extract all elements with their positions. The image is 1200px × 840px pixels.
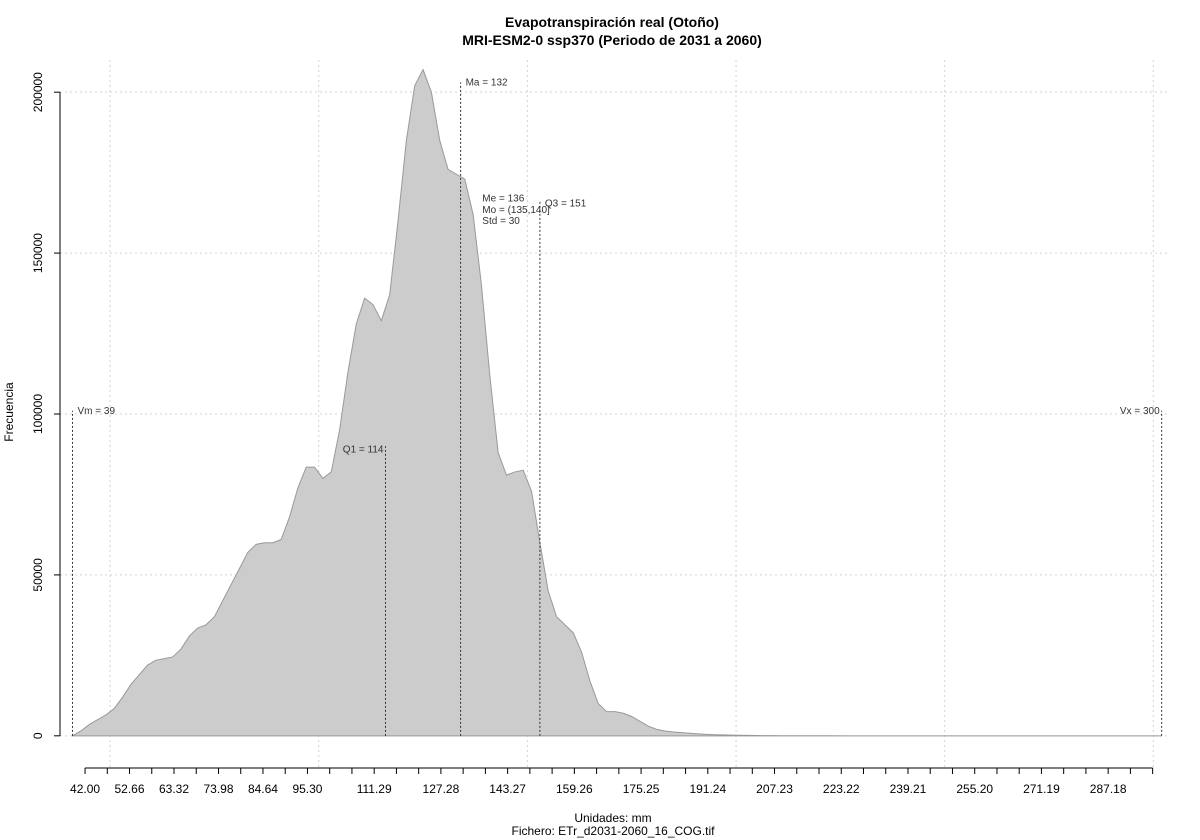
- x-axis: 42.00 52.66 63.32 73.98 84.64 95.30 111.29 127.…: [70, 767, 1154, 796]
- x-tick-label: 287.18: [1090, 782, 1127, 796]
- stat-annotation: Q1 = 114: [343, 445, 384, 456]
- x-tick-label: 143.27: [489, 782, 526, 796]
- stat-annotation: Std = 30: [482, 216, 520, 227]
- y-tick-label: 0: [31, 732, 45, 739]
- chart-subtitle: MRI-ESM2-0 ssp370 (Periodo de 2031 a 206…: [462, 32, 762, 48]
- x-tick-label: 111.29: [357, 782, 392, 796]
- x-tick-label: 42.00: [70, 782, 100, 796]
- y-axis: 0 50000 100000 150000 200000: [31, 72, 61, 739]
- x-tick-label: 63.32: [159, 782, 189, 796]
- x-tick-label: 175.25: [623, 782, 660, 796]
- footer-filename: Fichero: ETr_d2031-2060_16_COG.tif: [512, 824, 716, 838]
- chart-title: Evapotranspiración real (Otoño): [505, 14, 719, 30]
- density-fill: [71, 68, 1163, 737]
- y-tick-label: 200000: [31, 72, 45, 112]
- stat-annotation: Vx = 300: [1120, 406, 1160, 417]
- stat-annotation: Ma = 132: [466, 78, 508, 89]
- stat-annotation: Mo = (135,140]: [482, 205, 550, 216]
- x-axis-label: Unidades: mm: [574, 811, 651, 825]
- density-area: [71, 68, 1163, 737]
- x-tick-label: 84.64: [248, 782, 278, 796]
- x-tick-label: 191.24: [689, 782, 726, 796]
- y-tick-label: 100000: [31, 394, 45, 434]
- stat-lines: [72, 82, 1163, 736]
- x-tick-label: 127.28: [423, 782, 460, 796]
- x-tick-label: 271.19: [1023, 782, 1060, 796]
- x-tick-label: 159.26: [556, 782, 593, 796]
- stat-annotation: Me = 136: [482, 194, 524, 205]
- stat-annotation: Q3 = 151: [545, 198, 587, 209]
- x-tick-label: 239.21: [890, 782, 927, 796]
- x-tick-label: 52.66: [115, 782, 145, 796]
- x-tick-label: 95.30: [292, 782, 322, 796]
- x-tick-label: 207.23: [756, 782, 793, 796]
- x-tick-label: 255.20: [956, 782, 993, 796]
- x-tick-label: 223.22: [823, 782, 860, 796]
- y-axis-label: Frecuencia: [2, 382, 16, 442]
- y-tick-label: 50000: [31, 558, 45, 592]
- stat-annotation: Vm = 39: [78, 406, 116, 417]
- y-tick-label: 150000: [31, 233, 45, 273]
- x-tick-label: 73.98: [203, 782, 233, 796]
